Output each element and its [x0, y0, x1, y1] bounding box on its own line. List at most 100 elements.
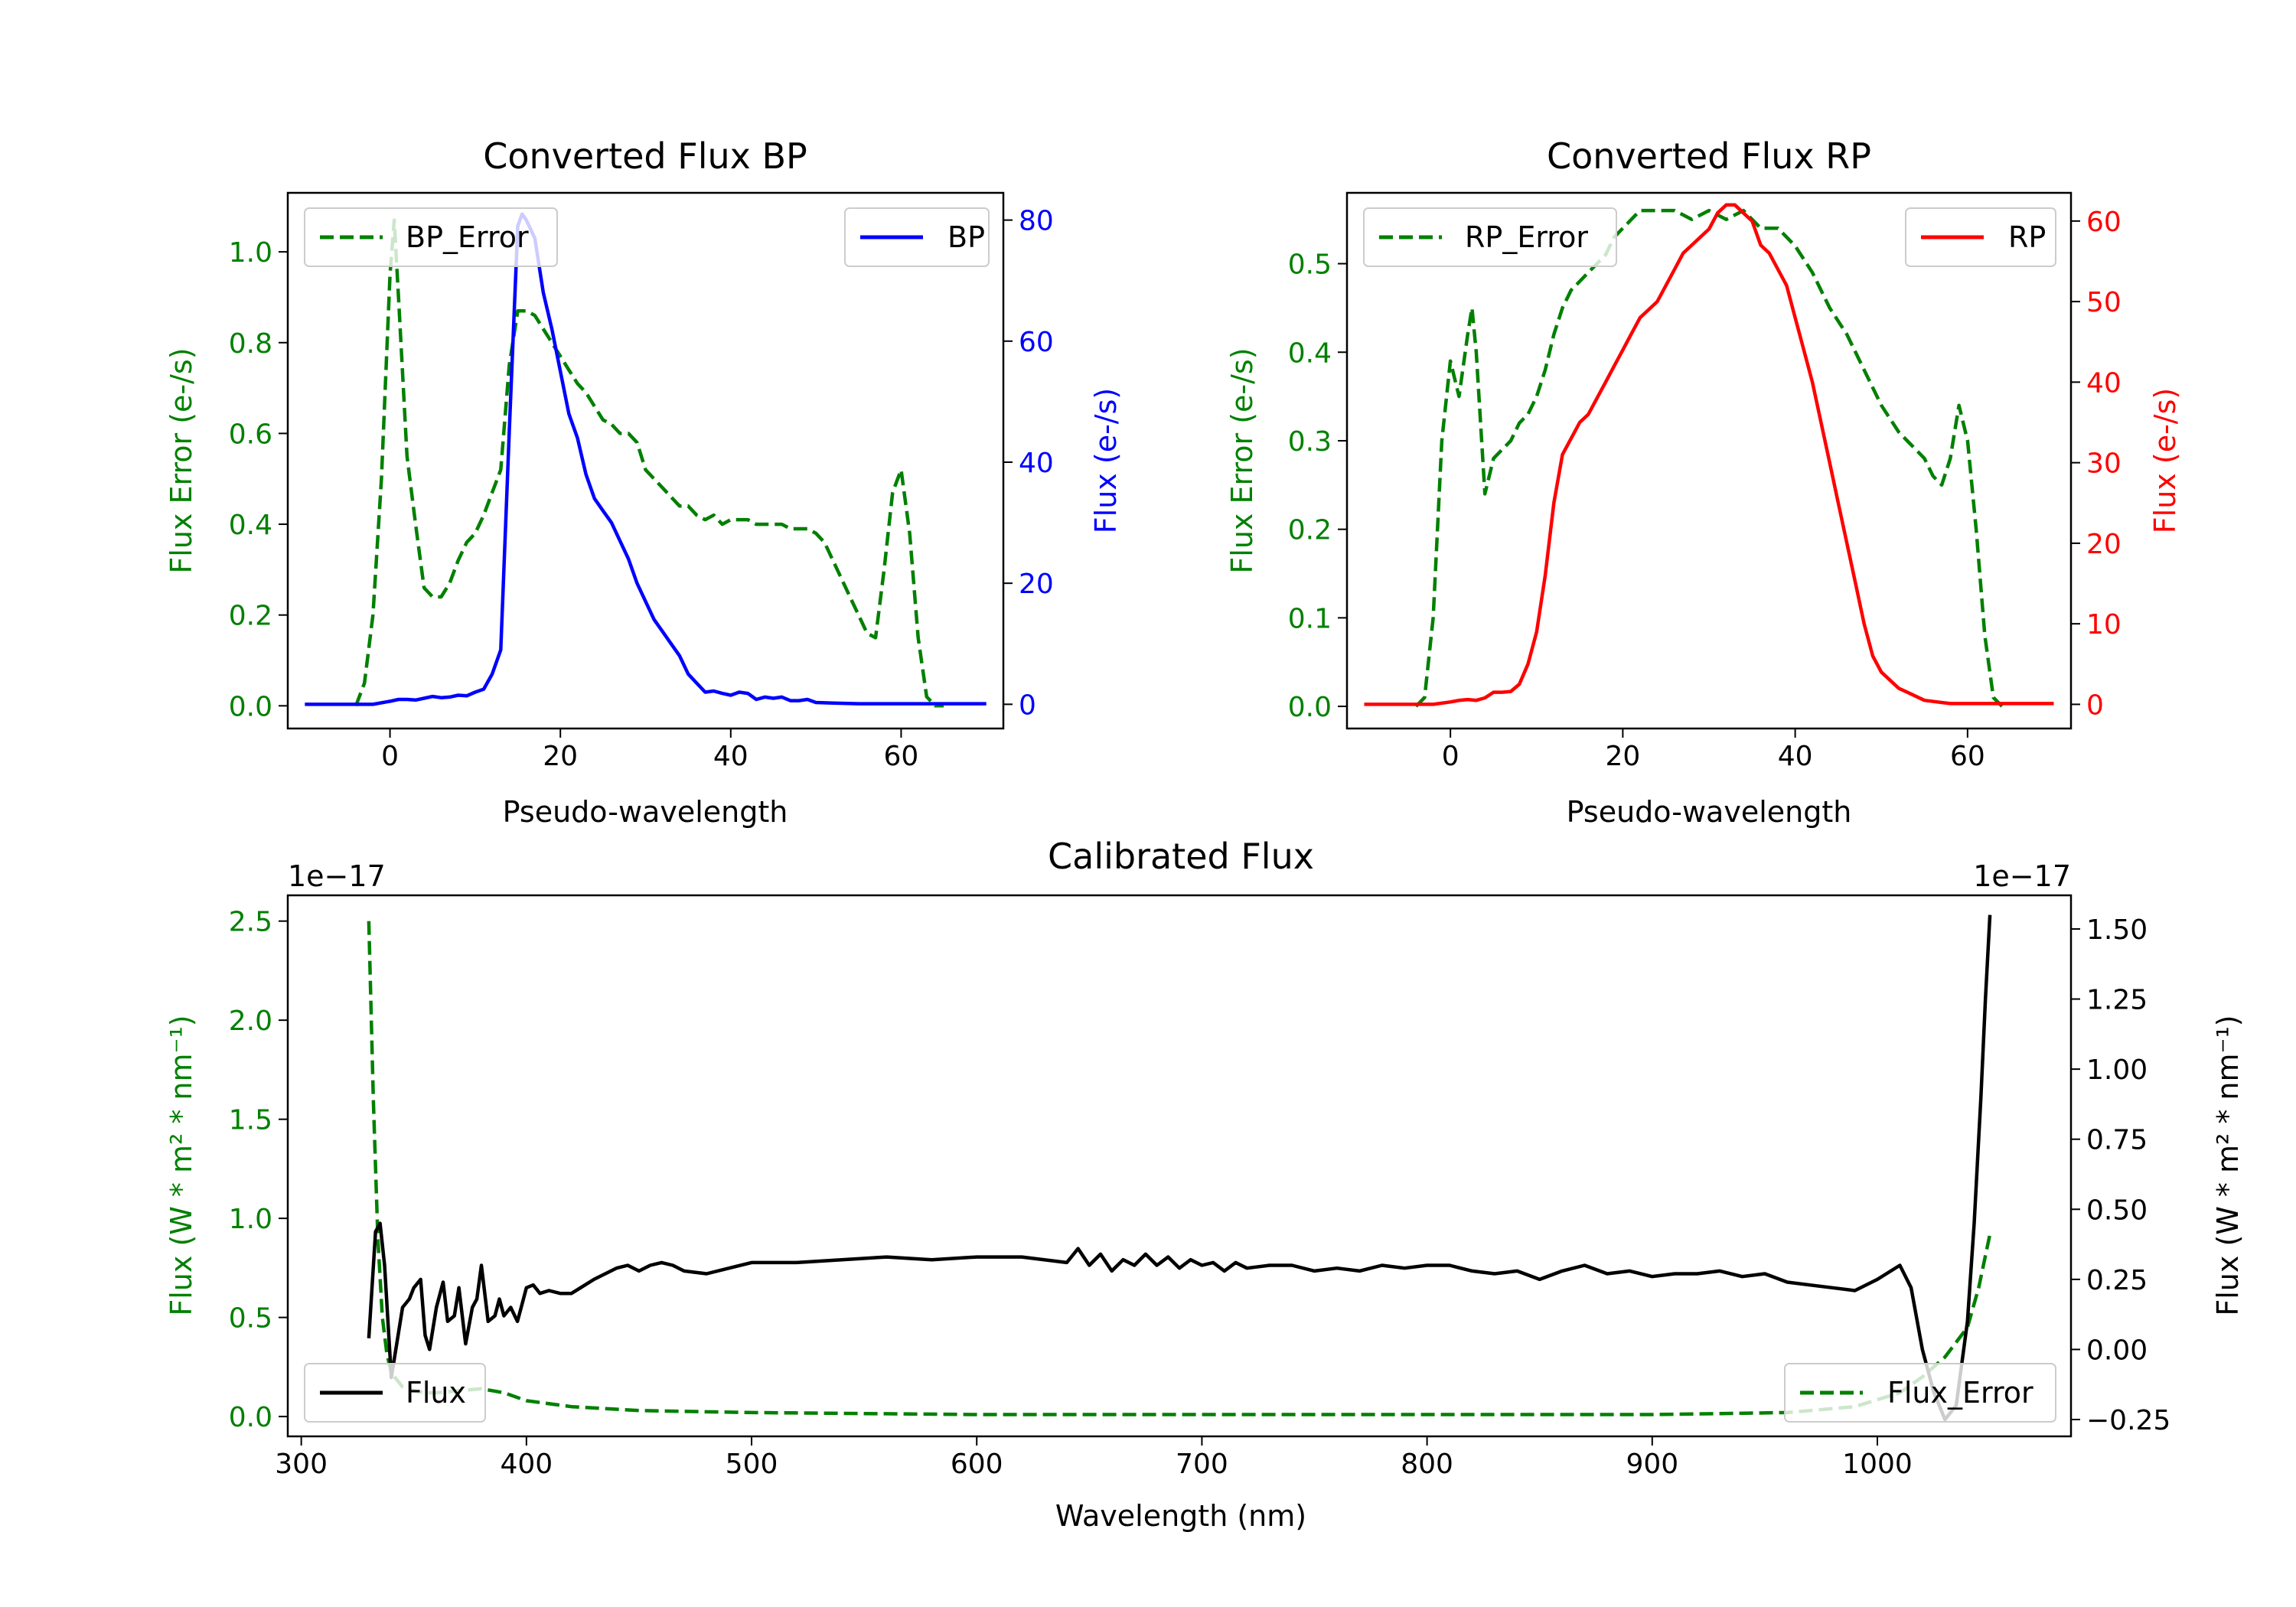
bp-ytick-left-label: 0.2 [229, 601, 272, 632]
bp-ytick-left-label: 0.6 [229, 419, 272, 450]
rp-ytick-left-label: 0.3 [1288, 426, 1332, 458]
calibrated-legend-right-box [1784, 1363, 2056, 1423]
rp-ylabel-left: Flux Error (e-/s) [1225, 347, 1259, 573]
calibrated-legend-left: Flux [304, 1363, 486, 1423]
rp-xtick-label: 40 [1778, 741, 1813, 772]
calibrated-ytick-right-label: 0.50 [2086, 1195, 2148, 1226]
calibrated-ytick-left-label: 0.5 [229, 1303, 272, 1335]
rp-ylabel-right: Flux (e-/s) [2148, 388, 2182, 533]
bp-ytick-left-label: 0.4 [229, 510, 272, 541]
rp-xtick-label: 60 [1950, 741, 1985, 772]
calibrated-xtick-label: 400 [500, 1449, 553, 1480]
bp-xlabel: Pseudo-wavelength [503, 795, 788, 829]
rp-legend-left: RP_Error [1363, 207, 1617, 267]
rp-legend-left-label: RP_Error [1465, 220, 1588, 254]
rp-legend-left-box [1363, 207, 1617, 267]
bp-ytick-left-label: 0.0 [229, 691, 272, 722]
calibrated-xtick-label: 900 [1626, 1449, 1678, 1480]
bp-ylabel-right: Flux (e-/s) [1089, 388, 1123, 533]
bp-series-bp-error [354, 218, 944, 708]
rp-ytick-right-label: 60 [2086, 207, 2122, 238]
calibrated-legend-right: Flux_Error [1784, 1363, 2056, 1423]
calibrated-ytick-right-label: 1.50 [2086, 914, 2148, 946]
bp-legend-left-box [304, 207, 558, 267]
calibrated-ytick-left-label: 2.5 [229, 907, 272, 938]
calibrated-xtick-label: 300 [275, 1449, 328, 1480]
bp-legend-right: BP [844, 207, 990, 267]
calibrated-xtick-label: 1000 [1842, 1449, 1913, 1480]
rp-legend-right: RP [1905, 207, 2056, 267]
rp-series-rp-error [1414, 208, 2004, 708]
calibrated-xtick-label: 700 [1176, 1449, 1228, 1480]
bp-legend-left-label: BP_Error [406, 220, 529, 254]
calibrated-chart: Calibrated Flux 1e−17 1e−17 300 400 500 600… [165, 836, 2245, 1533]
calibrated-xtick-label: 600 [951, 1449, 1003, 1480]
rp-ticks-layer: 0 20 40 60 0.0 0.1 0.2 0.3 0.4 0.5 0 10 20 30 40 50 60 [1288, 207, 2122, 772]
rp-title: Converted Flux RP [1547, 135, 1871, 177]
bp-xtick-label: 0 [381, 741, 399, 772]
rp-ytick-left-label: 0.5 [1288, 249, 1332, 281]
rp-ytick-right-label: 40 [2086, 367, 2122, 399]
calibrated-ylabel-right: Flux (W * m² * nm⁻¹) [2211, 1015, 2245, 1315]
rp-xtick-label: 20 [1605, 741, 1640, 772]
calibrated-legend-left-label: Flux [406, 1376, 466, 1410]
bp-ticks-layer: 0 20 40 60 0.0 0.2 0.4 0.6 0.8 1.0 0 20 40 60 80 [229, 206, 1054, 772]
rp-xlabel: Pseudo-wavelength [1567, 795, 1852, 829]
bp-ytick-right-label: 80 [1019, 206, 1054, 237]
calibrated-series-flux [367, 914, 1992, 1422]
rp-legend-right-label: RP [2008, 220, 2046, 254]
calibrated-offset-right: 1e−17 [1973, 859, 2071, 893]
bp-ytick-left-label: 0.8 [229, 328, 272, 360]
rp-axes-frame [1345, 191, 2073, 730]
bp-xtick-label: 40 [713, 741, 748, 772]
calibrated-xtick-label: 800 [1401, 1449, 1453, 1480]
rp-chart: Converted Flux RP 0 20 40 60 0.0 0.1 0.2 0.3 0.4… [1225, 135, 2182, 829]
rp-ytick-right-label: 30 [2086, 448, 2122, 480]
calibrated-axes-frame [286, 894, 2073, 1438]
calibrated-ytick-right-label: 0.00 [2086, 1335, 2148, 1366]
rp-xtick-label: 0 [1442, 741, 1459, 772]
rp-ytick-right-label: 20 [2086, 529, 2122, 560]
rp-ytick-left-label: 0.2 [1288, 515, 1332, 546]
calibrated-ticks-layer: 300 400 500 600 700 800 900 1000 0.0 0.5 1.0 1.5 2.0… [229, 907, 2171, 1480]
bp-chart: Converted Flux BP 0 20 40 60 0.0 0.2 0.4 0.6 0.8… [165, 135, 1123, 829]
calibrated-ylabel-left: Flux (W * m² * nm⁻¹) [165, 1015, 198, 1315]
rp-ytick-left-label: 0.0 [1288, 692, 1332, 723]
calibrated-xtick-label: 500 [726, 1449, 778, 1480]
calibrated-ytick-right-label: 0.75 [2086, 1125, 2148, 1156]
bp-ytick-right-label: 40 [1019, 448, 1054, 479]
bp-title: Converted Flux BP [483, 135, 807, 177]
bp-legend-left: BP_Error [304, 207, 558, 267]
rp-ytick-right-label: 10 [2086, 609, 2122, 641]
bp-ytick-right-label: 20 [1019, 569, 1054, 600]
bp-axes-frame [286, 191, 1005, 730]
calibrated-legend-right-label: Flux_Error [1887, 1376, 2033, 1410]
bp-series-bp [305, 212, 987, 706]
calibrated-offset-left: 1e−17 [288, 859, 386, 893]
calibrated-legend-left-box [304, 1363, 486, 1423]
bp-xtick-label: 20 [543, 741, 578, 772]
rp-series-layer [1364, 203, 2054, 708]
calibrated-title: Calibrated Flux [1048, 836, 1314, 877]
calibrated-ytick-right-label: 1.00 [2086, 1054, 2148, 1086]
calibrated-ytick-left-label: 1.0 [229, 1204, 272, 1235]
rp-ytick-left-label: 0.4 [1288, 337, 1332, 369]
rp-ytick-left-label: 0.1 [1288, 603, 1332, 634]
rp-ytick-right-label: 50 [2086, 287, 2122, 318]
calibrated-xlabel: Wavelength (nm) [1055, 1499, 1306, 1533]
rp-series-rp [1364, 203, 2054, 706]
bp-ylabel-left: Flux Error (e-/s) [165, 347, 198, 573]
calibrated-ytick-left-label: 1.5 [229, 1105, 272, 1136]
bp-xtick-label: 60 [884, 741, 919, 772]
calibrated-ytick-right-label: −0.25 [2086, 1405, 2170, 1436]
bp-series-layer [305, 212, 987, 708]
calibrated-ytick-left-label: 2.0 [229, 1006, 272, 1037]
bp-legend-right-label: BP [947, 220, 985, 254]
bp-ytick-right-label: 60 [1019, 327, 1054, 358]
calibrated-ytick-right-label: 1.25 [2086, 985, 2148, 1016]
calibrated-ytick-right-label: 0.25 [2086, 1265, 2148, 1296]
calibrated-ytick-left-label: 0.0 [229, 1402, 272, 1433]
rp-ytick-right-label: 0 [2086, 689, 2104, 721]
bp-ytick-left-label: 1.0 [229, 237, 272, 269]
